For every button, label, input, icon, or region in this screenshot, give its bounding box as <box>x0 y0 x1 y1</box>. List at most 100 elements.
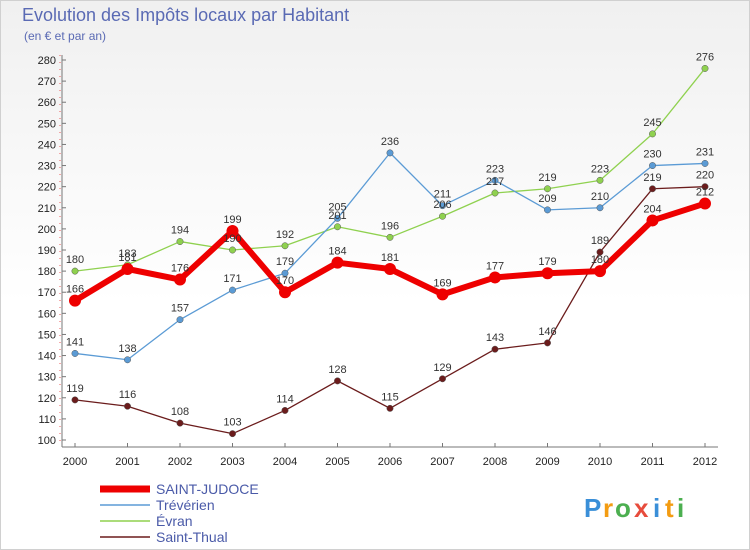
data-label: 169 <box>433 277 451 289</box>
data-label: 141 <box>66 336 84 348</box>
data-label: 192 <box>276 229 294 241</box>
y-tick-label: 280 <box>38 55 56 67</box>
data-point <box>439 202 446 210</box>
data-label: 217 <box>486 176 504 188</box>
data-point <box>71 267 79 275</box>
logo-letter: i <box>677 493 684 523</box>
y-tick-label: 130 <box>38 372 56 384</box>
data-point <box>334 377 341 385</box>
data-label: 210 <box>591 191 609 203</box>
data-label: 211 <box>434 189 452 201</box>
data-label: 194 <box>171 225 189 237</box>
x-tick-label: 2009 <box>535 456 559 468</box>
data-label: 170 <box>276 275 294 287</box>
data-point <box>701 159 709 167</box>
data-label: 204 <box>643 203 661 215</box>
y-tick-label: 170 <box>38 287 56 299</box>
legend-entry: SAINT-JUDOCE <box>156 481 259 497</box>
data-point <box>384 263 396 275</box>
data-label: 146 <box>538 326 556 338</box>
data-label: 129 <box>433 362 451 374</box>
series-layer <box>69 64 711 438</box>
data-label: 223 <box>591 163 609 175</box>
data-label: 116 <box>119 389 137 401</box>
y-tick-label: 160 <box>38 308 56 320</box>
data-label: 212 <box>696 187 714 199</box>
data-point <box>386 233 394 241</box>
data-label: 115 <box>381 391 399 403</box>
data-label: 190 <box>223 233 241 245</box>
data-label: 180 <box>66 254 84 266</box>
data-point <box>176 238 184 246</box>
data-point <box>281 269 289 277</box>
y-tick-label: 270 <box>38 76 56 88</box>
data-point <box>594 265 606 278</box>
data-point <box>331 256 344 269</box>
y-tick-label: 230 <box>38 161 56 173</box>
x-tick-label: 2008 <box>483 456 507 468</box>
x-tick-label: 2001 <box>115 456 139 468</box>
data-label: 199 <box>223 214 241 226</box>
x-tick-label: 2002 <box>168 456 192 468</box>
data-point <box>596 204 604 212</box>
data-point <box>334 214 341 222</box>
data-point <box>229 246 236 254</box>
data-point <box>121 263 134 275</box>
logo-letter: r <box>603 493 613 523</box>
data-point <box>386 404 394 412</box>
y-tick-label: 210 <box>38 203 56 215</box>
data-label: 201 <box>328 210 346 222</box>
y-tick-label: 150 <box>38 329 56 341</box>
data-point <box>489 271 501 284</box>
data-label: 114 <box>276 393 294 405</box>
y-tick-label: 250 <box>38 118 56 130</box>
data-label: 166 <box>66 284 84 296</box>
data-point <box>71 349 79 357</box>
chart-title: Evolution des Impôts locaux par Habitant <box>22 5 349 25</box>
x-tick-label: 2006 <box>378 456 402 468</box>
data-label: 179 <box>538 256 556 268</box>
data-label: 276 <box>696 51 714 63</box>
data-label: 181 <box>118 252 136 264</box>
data-label: 183 <box>118 248 136 260</box>
data-label: 219 <box>643 172 661 184</box>
logo-letter: t <box>665 493 674 523</box>
data-point <box>281 242 289 250</box>
data-point <box>439 375 446 383</box>
legend-entry: Saint-Thual <box>156 529 228 545</box>
data-point <box>541 267 554 280</box>
data-label: 103 <box>223 417 241 429</box>
data-label: 119 <box>66 383 84 395</box>
data-point <box>596 176 604 184</box>
data-point <box>649 130 656 138</box>
data-label: 223 <box>486 163 504 175</box>
data-point <box>124 356 131 364</box>
data-point <box>491 345 499 353</box>
data-point <box>176 316 184 324</box>
data-point <box>226 225 239 237</box>
data-labels: 119 116 108 103 114 128 115 129 143 146 189 219 220 1… <box>66 51 714 428</box>
data-point <box>701 64 709 72</box>
data-label: 230 <box>643 149 661 161</box>
data-point <box>229 286 236 294</box>
data-label: 181 <box>381 252 399 264</box>
data-point <box>649 185 656 193</box>
data-point <box>544 339 551 347</box>
y-tick-label: 190 <box>38 245 56 257</box>
y-tick-label: 260 <box>38 97 56 109</box>
y-tick-label: 220 <box>38 182 56 194</box>
data-label: 189 <box>591 235 609 247</box>
data-point <box>701 183 709 191</box>
data-label: 219 <box>538 172 556 184</box>
x-tick-label: 2007 <box>430 456 454 468</box>
data-label: 179 <box>276 256 294 268</box>
chart-subtitle: (en € et par an) <box>24 29 106 43</box>
y-tick-label: 200 <box>38 224 56 236</box>
data-point <box>69 294 81 307</box>
data-label: 171 <box>223 273 241 285</box>
data-label: 231 <box>696 146 714 158</box>
data-label: 176 <box>171 263 189 275</box>
